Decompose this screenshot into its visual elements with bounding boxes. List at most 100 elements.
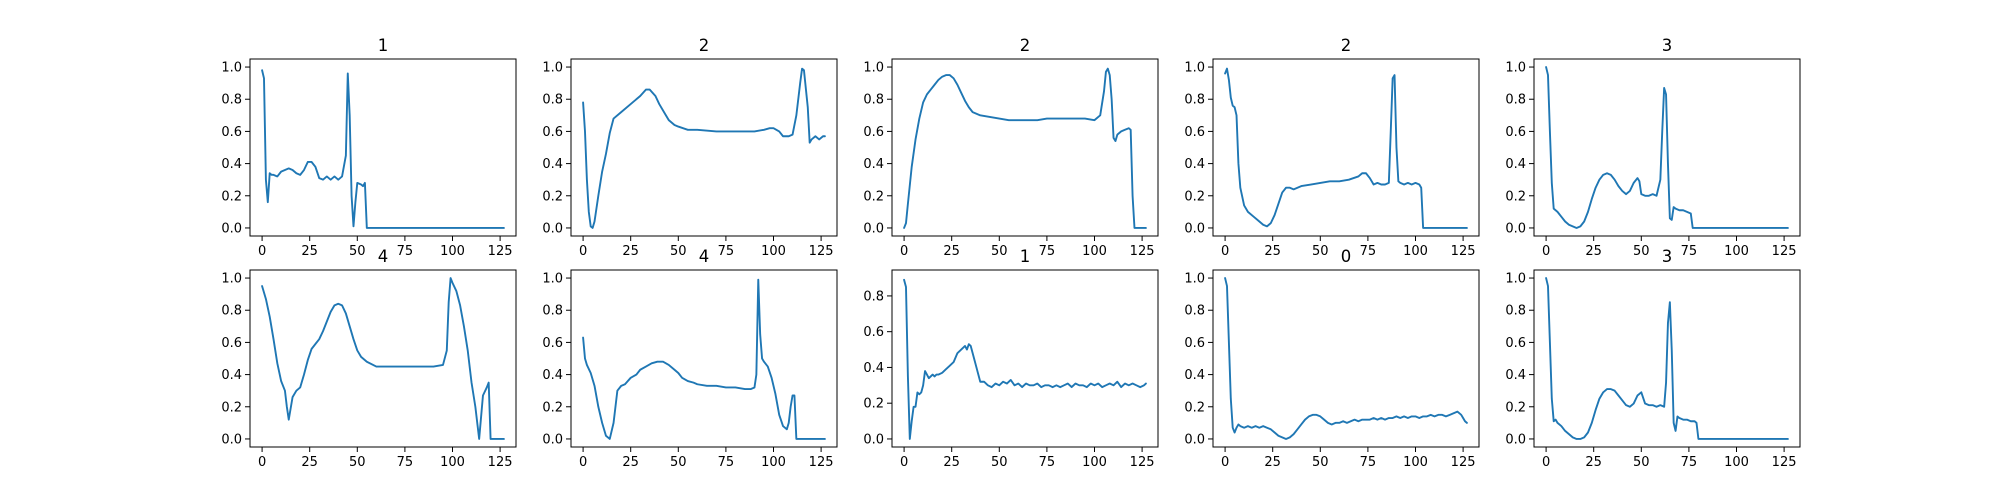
subplot-7: 4 0 25 50 75 100 125 0.0 0.2 0.4 0.6 0.8 1.0 <box>542 247 838 470</box>
x-tick-label: 75 <box>397 244 414 259</box>
y-tick-label: 0.6 <box>863 325 884 340</box>
y-tick-label: 0.0 <box>863 221 884 236</box>
plot-area-frame <box>249 269 517 448</box>
x-tick-label: 100 <box>440 244 465 259</box>
x-tick-label: 0 <box>258 244 266 259</box>
subplot-2: 2 0 25 50 75 100 125 0.0 0.2 0.4 0.6 0.8 1.0 <box>542 36 838 259</box>
series-line <box>1224 67 1468 229</box>
series-line <box>582 67 826 229</box>
x-tick-label: 0 <box>900 244 908 259</box>
y-tick-label: 0.2 <box>542 400 563 415</box>
x-tick-label: 25 <box>301 244 318 259</box>
x-tick-label: 0 <box>579 455 587 470</box>
y-tick-label: 0.4 <box>863 157 884 172</box>
x-tick-label: 0 <box>579 244 587 259</box>
y-tick-label: 0.0 <box>1505 221 1526 236</box>
y-tick-label: 0.6 <box>1184 336 1205 351</box>
y-tick-label: 0.6 <box>542 125 563 140</box>
x-tick-label: 50 <box>1312 244 1329 259</box>
x-tick-label: 50 <box>991 244 1008 259</box>
y-tick-label: 0.2 <box>1184 189 1205 204</box>
x-tick-label: 0 <box>1542 244 1550 259</box>
series-line <box>1545 66 1789 229</box>
series-line <box>1224 277 1468 440</box>
y-tick-label: 0.8 <box>863 93 884 108</box>
panel-title: 2 <box>1020 36 1031 55</box>
y-tick-label: 0.2 <box>1505 400 1526 415</box>
y-tick-label: 0.2 <box>863 397 884 412</box>
x-tick-label: 100 <box>1724 244 1749 259</box>
y-tick-label: 0.8 <box>1505 93 1526 108</box>
y-tick-label: 0.0 <box>1505 432 1526 447</box>
y-tick-label: 1.0 <box>1184 61 1205 76</box>
panel-title: 4 <box>699 247 710 266</box>
y-tick-label: 0.6 <box>1505 125 1526 140</box>
plot-area-frame <box>1533 269 1801 448</box>
x-tick-label: 125 <box>1451 455 1476 470</box>
y-tick-label: 0.4 <box>1184 157 1205 172</box>
subplot-6: 4 0 25 50 75 100 125 0.0 0.2 0.4 0.6 0.8 1.0 <box>221 247 517 470</box>
plot-area-frame <box>891 58 1159 237</box>
x-tick-label: 125 <box>1130 244 1155 259</box>
x-tick-label: 25 <box>1585 244 1602 259</box>
series-line <box>261 69 505 229</box>
y-tick-label: 1.0 <box>863 61 884 76</box>
x-tick-label: 125 <box>488 455 513 470</box>
x-tick-label: 25 <box>301 455 318 470</box>
subplot-3: 2 0 25 50 75 100 125 0.0 0.2 0.4 0.6 0.8 1.0 <box>863 36 1159 259</box>
x-tick-label: 75 <box>718 455 735 470</box>
x-tick-label: 125 <box>1451 244 1476 259</box>
x-tick-label: 125 <box>809 455 834 470</box>
x-tick-label: 125 <box>809 244 834 259</box>
plot-area-frame <box>891 269 1159 448</box>
series-line <box>903 67 1147 229</box>
x-tick-label: 0 <box>1221 455 1229 470</box>
y-tick-label: 0.4 <box>1505 368 1526 383</box>
plot-area-frame <box>249 58 517 237</box>
x-tick-label: 50 <box>670 455 687 470</box>
plot-area-frame <box>570 58 838 237</box>
x-tick-label: 100 <box>1082 455 1107 470</box>
x-tick-label: 75 <box>397 455 414 470</box>
x-tick-label: 125 <box>1130 455 1155 470</box>
y-tick-label: 0.4 <box>863 361 884 376</box>
subplot-10: 3 0 25 50 75 100 125 0.0 0.2 0.4 0.6 0.8 1.0 <box>1505 247 1801 470</box>
y-tick-label: 0.2 <box>1505 189 1526 204</box>
y-tick-label: 0.0 <box>1184 221 1205 236</box>
subplot-5: 3 0 25 50 75 100 125 0.0 0.2 0.4 0.6 0.8 1.0 <box>1505 36 1801 259</box>
x-tick-label: 50 <box>349 455 366 470</box>
y-tick-label: 0.0 <box>542 221 563 236</box>
series-line <box>261 277 505 440</box>
x-tick-label: 100 <box>1403 455 1428 470</box>
x-tick-label: 25 <box>943 455 960 470</box>
x-tick-label: 50 <box>991 455 1008 470</box>
series-line <box>582 278 826 440</box>
x-tick-label: 100 <box>1082 244 1107 259</box>
y-tick-label: 0.6 <box>221 125 242 140</box>
x-tick-label: 0 <box>1221 244 1229 259</box>
y-tick-label: 0.0 <box>221 221 242 236</box>
y-tick-label: 0.0 <box>863 432 884 447</box>
x-tick-label: 50 <box>1633 244 1650 259</box>
x-tick-label: 75 <box>1681 244 1698 259</box>
x-tick-label: 50 <box>1633 455 1650 470</box>
plot-area-frame <box>1533 58 1801 237</box>
x-tick-label: 25 <box>622 455 639 470</box>
y-tick-label: 0.0 <box>542 432 563 447</box>
x-tick-label: 125 <box>1772 244 1797 259</box>
x-tick-label: 100 <box>440 455 465 470</box>
plot-area-frame <box>570 269 838 448</box>
plot-area-frame <box>1212 58 1480 237</box>
y-tick-label: 0.8 <box>1505 304 1526 319</box>
y-tick-label: 0.2 <box>221 189 242 204</box>
series-line <box>903 278 1147 440</box>
y-tick-label: 1.0 <box>542 272 563 287</box>
subplot-1: 1 0 25 50 75 100 125 0.0 0.2 0.4 0.6 0.8 1.0 <box>221 36 517 259</box>
x-tick-label: 0 <box>258 455 266 470</box>
y-tick-label: 1.0 <box>1505 272 1526 287</box>
x-tick-label: 25 <box>622 244 639 259</box>
y-tick-label: 1.0 <box>1184 272 1205 287</box>
y-tick-label: 0.8 <box>1184 93 1205 108</box>
y-tick-label: 0.4 <box>542 368 563 383</box>
